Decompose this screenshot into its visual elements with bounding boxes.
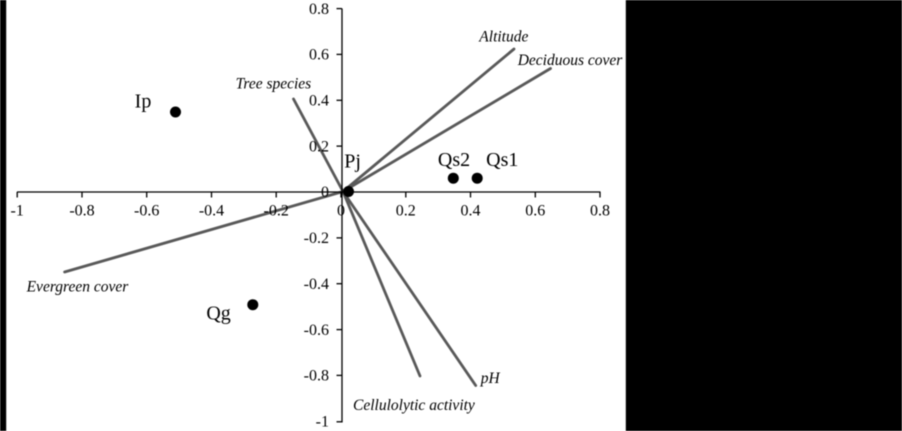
svg-text:0.2: 0.2 xyxy=(396,202,416,219)
svg-text:0.8: 0.8 xyxy=(590,202,610,219)
svg-text:0.4: 0.4 xyxy=(309,93,329,110)
svg-text:Cellulolytic activity: Cellulolytic activity xyxy=(353,397,475,414)
svg-text:-0.4: -0.4 xyxy=(199,202,224,219)
svg-text:Altitude: Altitude xyxy=(478,29,528,46)
svg-text:-0.8: -0.8 xyxy=(69,202,94,219)
svg-text:Qg: Qg xyxy=(206,303,230,325)
svg-text:0.8: 0.8 xyxy=(309,1,329,18)
svg-text:-0.6: -0.6 xyxy=(134,202,159,219)
svg-text:-0.4: -0.4 xyxy=(304,276,329,293)
svg-text:Ip: Ip xyxy=(135,90,152,112)
svg-text:0: 0 xyxy=(321,184,329,201)
svg-text:Qs1: Qs1 xyxy=(486,149,518,171)
svg-text:Tree species: Tree species xyxy=(236,76,312,93)
svg-text:-0.2: -0.2 xyxy=(264,202,289,219)
svg-text:0.4: 0.4 xyxy=(461,202,481,219)
svg-text:-0.2: -0.2 xyxy=(304,230,329,247)
svg-text:Deciduous cover: Deciduous cover xyxy=(517,52,624,69)
svg-text:Evergreen cover: Evergreen cover xyxy=(26,279,130,296)
svg-text:0.6: 0.6 xyxy=(525,202,545,219)
svg-text:-0.8: -0.8 xyxy=(304,368,329,385)
svg-text:0: 0 xyxy=(337,202,345,219)
svg-text:-1: -1 xyxy=(11,202,24,219)
svg-text:Pj: Pj xyxy=(344,150,361,172)
svg-text:pH: pH xyxy=(480,370,501,387)
svg-text:0.2: 0.2 xyxy=(309,138,329,155)
svg-text:-1: -1 xyxy=(316,414,329,431)
svg-text:Qs2: Qs2 xyxy=(438,149,470,171)
svg-text:0.6: 0.6 xyxy=(309,47,329,64)
svg-text:-0.6: -0.6 xyxy=(304,322,329,339)
